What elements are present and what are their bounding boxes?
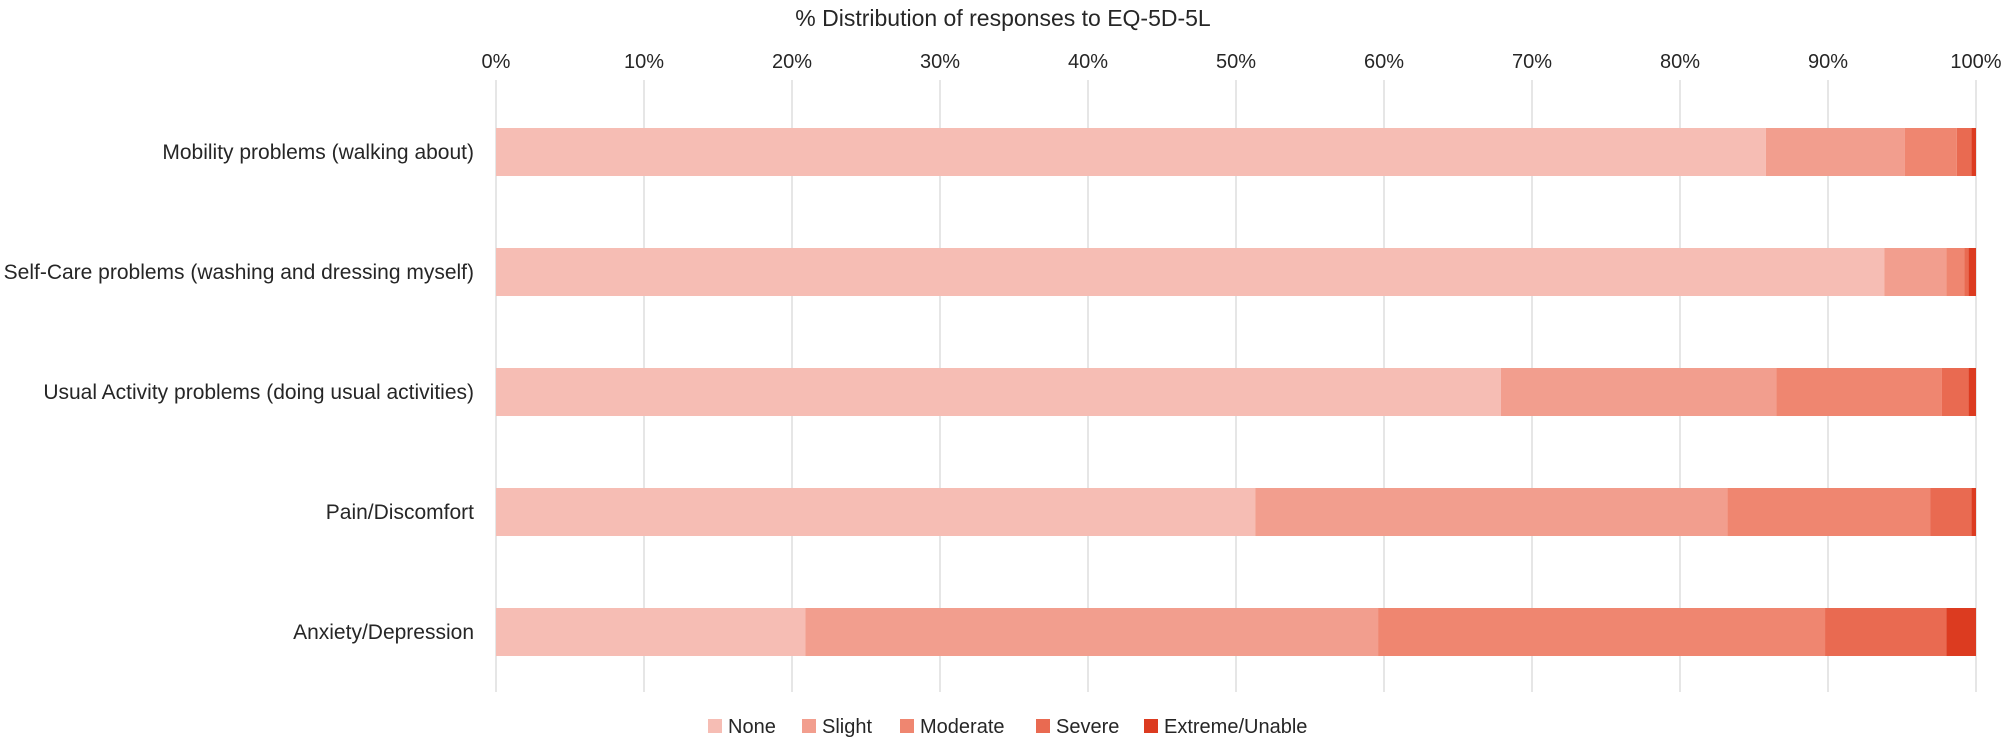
bar-segment xyxy=(1930,488,1972,536)
legend-label: Extreme/Unable xyxy=(1164,716,1307,738)
bar-segment xyxy=(1956,128,1972,176)
bar-segment xyxy=(1500,368,1777,416)
bar-segment xyxy=(1904,128,1957,176)
x-tick-label: 20% xyxy=(772,51,812,73)
bar-segment xyxy=(1884,248,1947,296)
legend-swatch xyxy=(802,719,816,733)
chart-title: % Distribution of responses to EQ-5D-5L xyxy=(795,5,1211,31)
category-label: Usual Activity problems (doing usual act… xyxy=(43,381,474,404)
category-label: Anxiety/Depression xyxy=(293,621,474,644)
bar-segment xyxy=(1765,128,1905,176)
category-label: Mobility problems (walking about) xyxy=(162,141,474,164)
bar-segment xyxy=(1946,608,1976,656)
legend-label: Severe xyxy=(1056,716,1119,738)
bar-row xyxy=(496,368,1976,416)
category-label: Self-Care problems (washing and dressing… xyxy=(4,261,474,284)
legend-item: Slight xyxy=(802,716,872,738)
x-axis-tick-labels: 0% 10% 20% 30% 40% 50% 60% 70% 80% 90% 100% xyxy=(482,51,2002,73)
x-tick-label: 80% xyxy=(1660,51,1700,73)
x-tick-label: 30% xyxy=(920,51,960,73)
legend-swatch xyxy=(1036,719,1050,733)
bar-segment xyxy=(1727,488,1931,536)
bar-segment xyxy=(1941,368,1969,416)
bar-segment xyxy=(1964,248,1969,296)
category-label: Pain/Discomfort xyxy=(326,501,474,524)
bar-segment xyxy=(1255,488,1728,536)
x-tick-label: 50% xyxy=(1216,51,1256,73)
legend-swatch xyxy=(708,719,722,733)
x-tick-label: 90% xyxy=(1808,51,1848,73)
bar-segment xyxy=(805,608,1379,656)
bar-segment xyxy=(1378,608,1826,656)
bar-segment xyxy=(496,248,1885,296)
bar-segment xyxy=(1971,128,1976,176)
bar-row xyxy=(496,608,1976,656)
bar-segment xyxy=(1946,248,1965,296)
legend-label: None xyxy=(728,716,776,738)
bar-segment xyxy=(496,488,1256,536)
x-tick-label: 40% xyxy=(1068,51,1108,73)
legend-item: None xyxy=(708,716,776,738)
legend-swatch xyxy=(900,719,914,733)
legend-item: Severe xyxy=(1036,716,1119,738)
x-tick-label: 70% xyxy=(1512,51,1552,73)
legend-swatch xyxy=(1144,719,1158,733)
bar-row xyxy=(496,488,1976,536)
x-tick-label: 0% xyxy=(482,51,511,73)
legend-label: Moderate xyxy=(920,716,1005,738)
x-tick-label: 60% xyxy=(1364,51,1404,73)
x-tick-label: 10% xyxy=(624,51,664,73)
bar-segment xyxy=(1776,368,1942,416)
bars xyxy=(496,128,1976,656)
bar-segment xyxy=(1968,368,1976,416)
bar-row xyxy=(496,248,1976,296)
legend-label: Slight xyxy=(822,716,872,738)
bar-row xyxy=(496,128,1976,176)
legend: None Slight Moderate Severe Extreme/Unable xyxy=(708,716,1307,738)
bar-segment xyxy=(496,368,1501,416)
bar-segment xyxy=(1825,608,1947,656)
bar-segment xyxy=(496,608,806,656)
legend-item: Moderate xyxy=(900,716,1005,738)
legend-item: Extreme/Unable xyxy=(1144,716,1307,738)
bar-segment xyxy=(1971,488,1976,536)
bar-segment xyxy=(1968,248,1976,296)
x-tick-label: 100% xyxy=(1950,51,2001,73)
category-labels: Mobility problems (walking about) Self-Ca… xyxy=(4,141,475,644)
bar-segment xyxy=(496,128,1766,176)
